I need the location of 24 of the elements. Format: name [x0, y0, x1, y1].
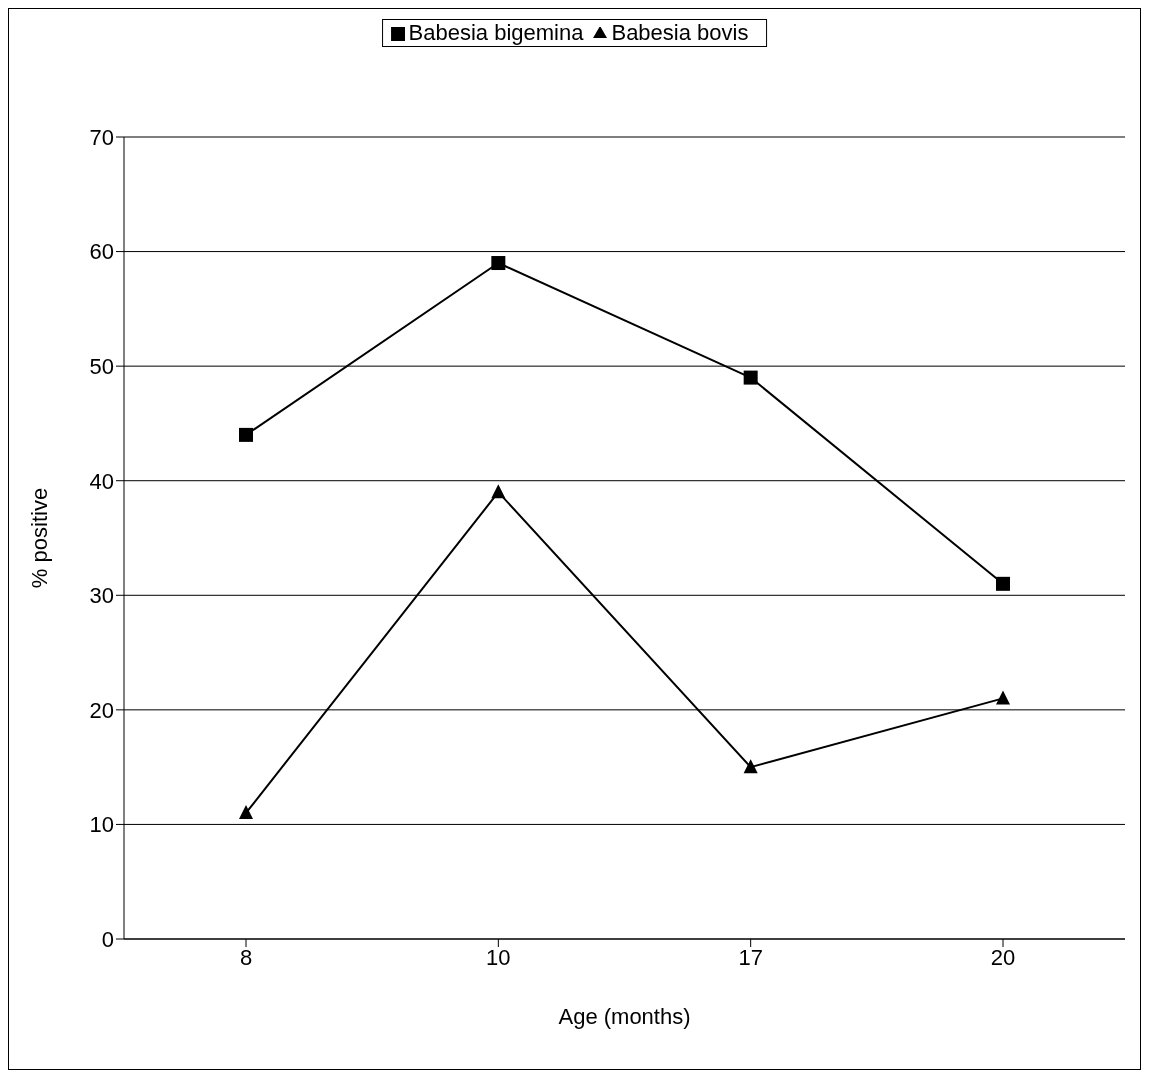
point: [239, 427, 253, 442]
point: [996, 576, 1010, 591]
x-tick-label: 10: [486, 944, 511, 970]
point: [743, 370, 758, 385]
y-axis-title: % positive: [26, 487, 52, 589]
x-tick-label: 8: [239, 944, 253, 970]
y-tick-label: 20: [89, 697, 114, 723]
y-tick-label: 50: [89, 353, 114, 379]
y-tick-label: 10: [89, 812, 114, 838]
point: [996, 690, 1010, 705]
x-tick-label: 20: [990, 944, 1016, 970]
y-tick-label: 0: [101, 926, 114, 952]
y-tick-label: 40: [89, 468, 114, 494]
point: [491, 484, 506, 499]
legend-label: Babesia bovis: [611, 20, 749, 45]
point: [239, 804, 253, 819]
point: [491, 256, 506, 271]
y-tick-label: 70: [89, 124, 114, 150]
y-tick-label: 60: [89, 239, 114, 265]
point: [743, 759, 758, 774]
legend-label: Babesia bigemina: [408, 20, 584, 45]
x-axis-title: Age (months): [558, 1004, 691, 1029]
x-tick-label: 17: [738, 944, 763, 970]
y-tick-label: 30: [89, 583, 114, 609]
